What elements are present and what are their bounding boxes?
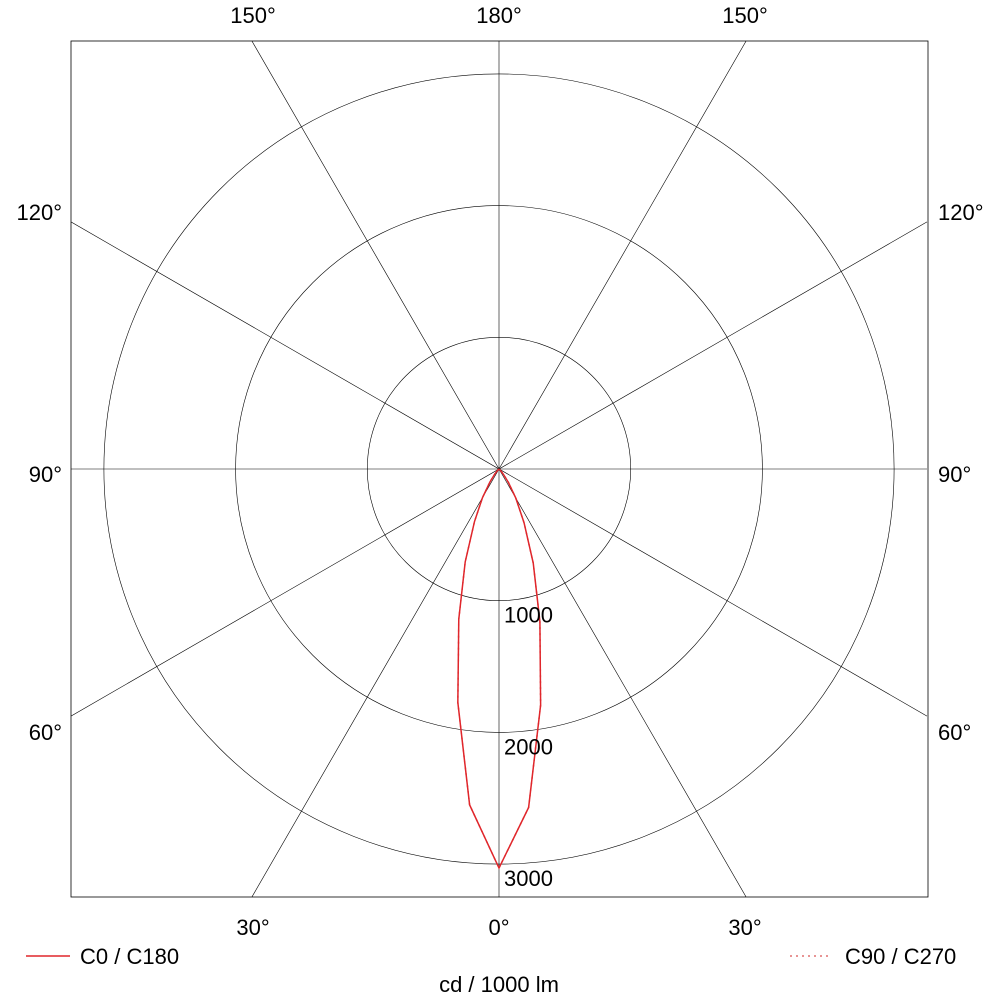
curve-c0-c180 [457, 468, 542, 870]
unit-label: cd / 1000 lm [439, 972, 559, 997]
radial-tick-label: 3000 [504, 866, 553, 891]
radial-tick-label: 2000 [504, 734, 553, 759]
radial-tick-label: 1000 [504, 603, 553, 628]
labels: 150° 180° 150° 120° 120° 90° 90° 60° 60° 30° 0° 30°… [16, 3, 983, 940]
legend-label-c90-c270: C90 / C270 [845, 944, 956, 969]
angle-label-left: 60° [29, 720, 62, 745]
angle-label-left: 120° [16, 200, 62, 225]
angle-label-right: 60° [938, 720, 971, 745]
legend-label-c0-c180: C0 / C180 [80, 944, 179, 969]
curves [457, 468, 542, 870]
angle-label-bottom: 30° [236, 915, 269, 940]
angle-label-left: 90° [29, 462, 62, 487]
angle-label-top: 180° [476, 3, 522, 28]
plot-frame [70, 40, 929, 898]
angle-label-top: 150° [722, 3, 768, 28]
angle-label-right: 120° [938, 200, 984, 225]
legend: C0 / C180 C90 / C270 [26, 944, 956, 969]
angle-label-top: 150° [230, 3, 276, 28]
angle-label-bottom: 30° [728, 915, 761, 940]
angle-label-right: 90° [938, 462, 971, 487]
angle-label-bottom: 0° [488, 915, 509, 940]
